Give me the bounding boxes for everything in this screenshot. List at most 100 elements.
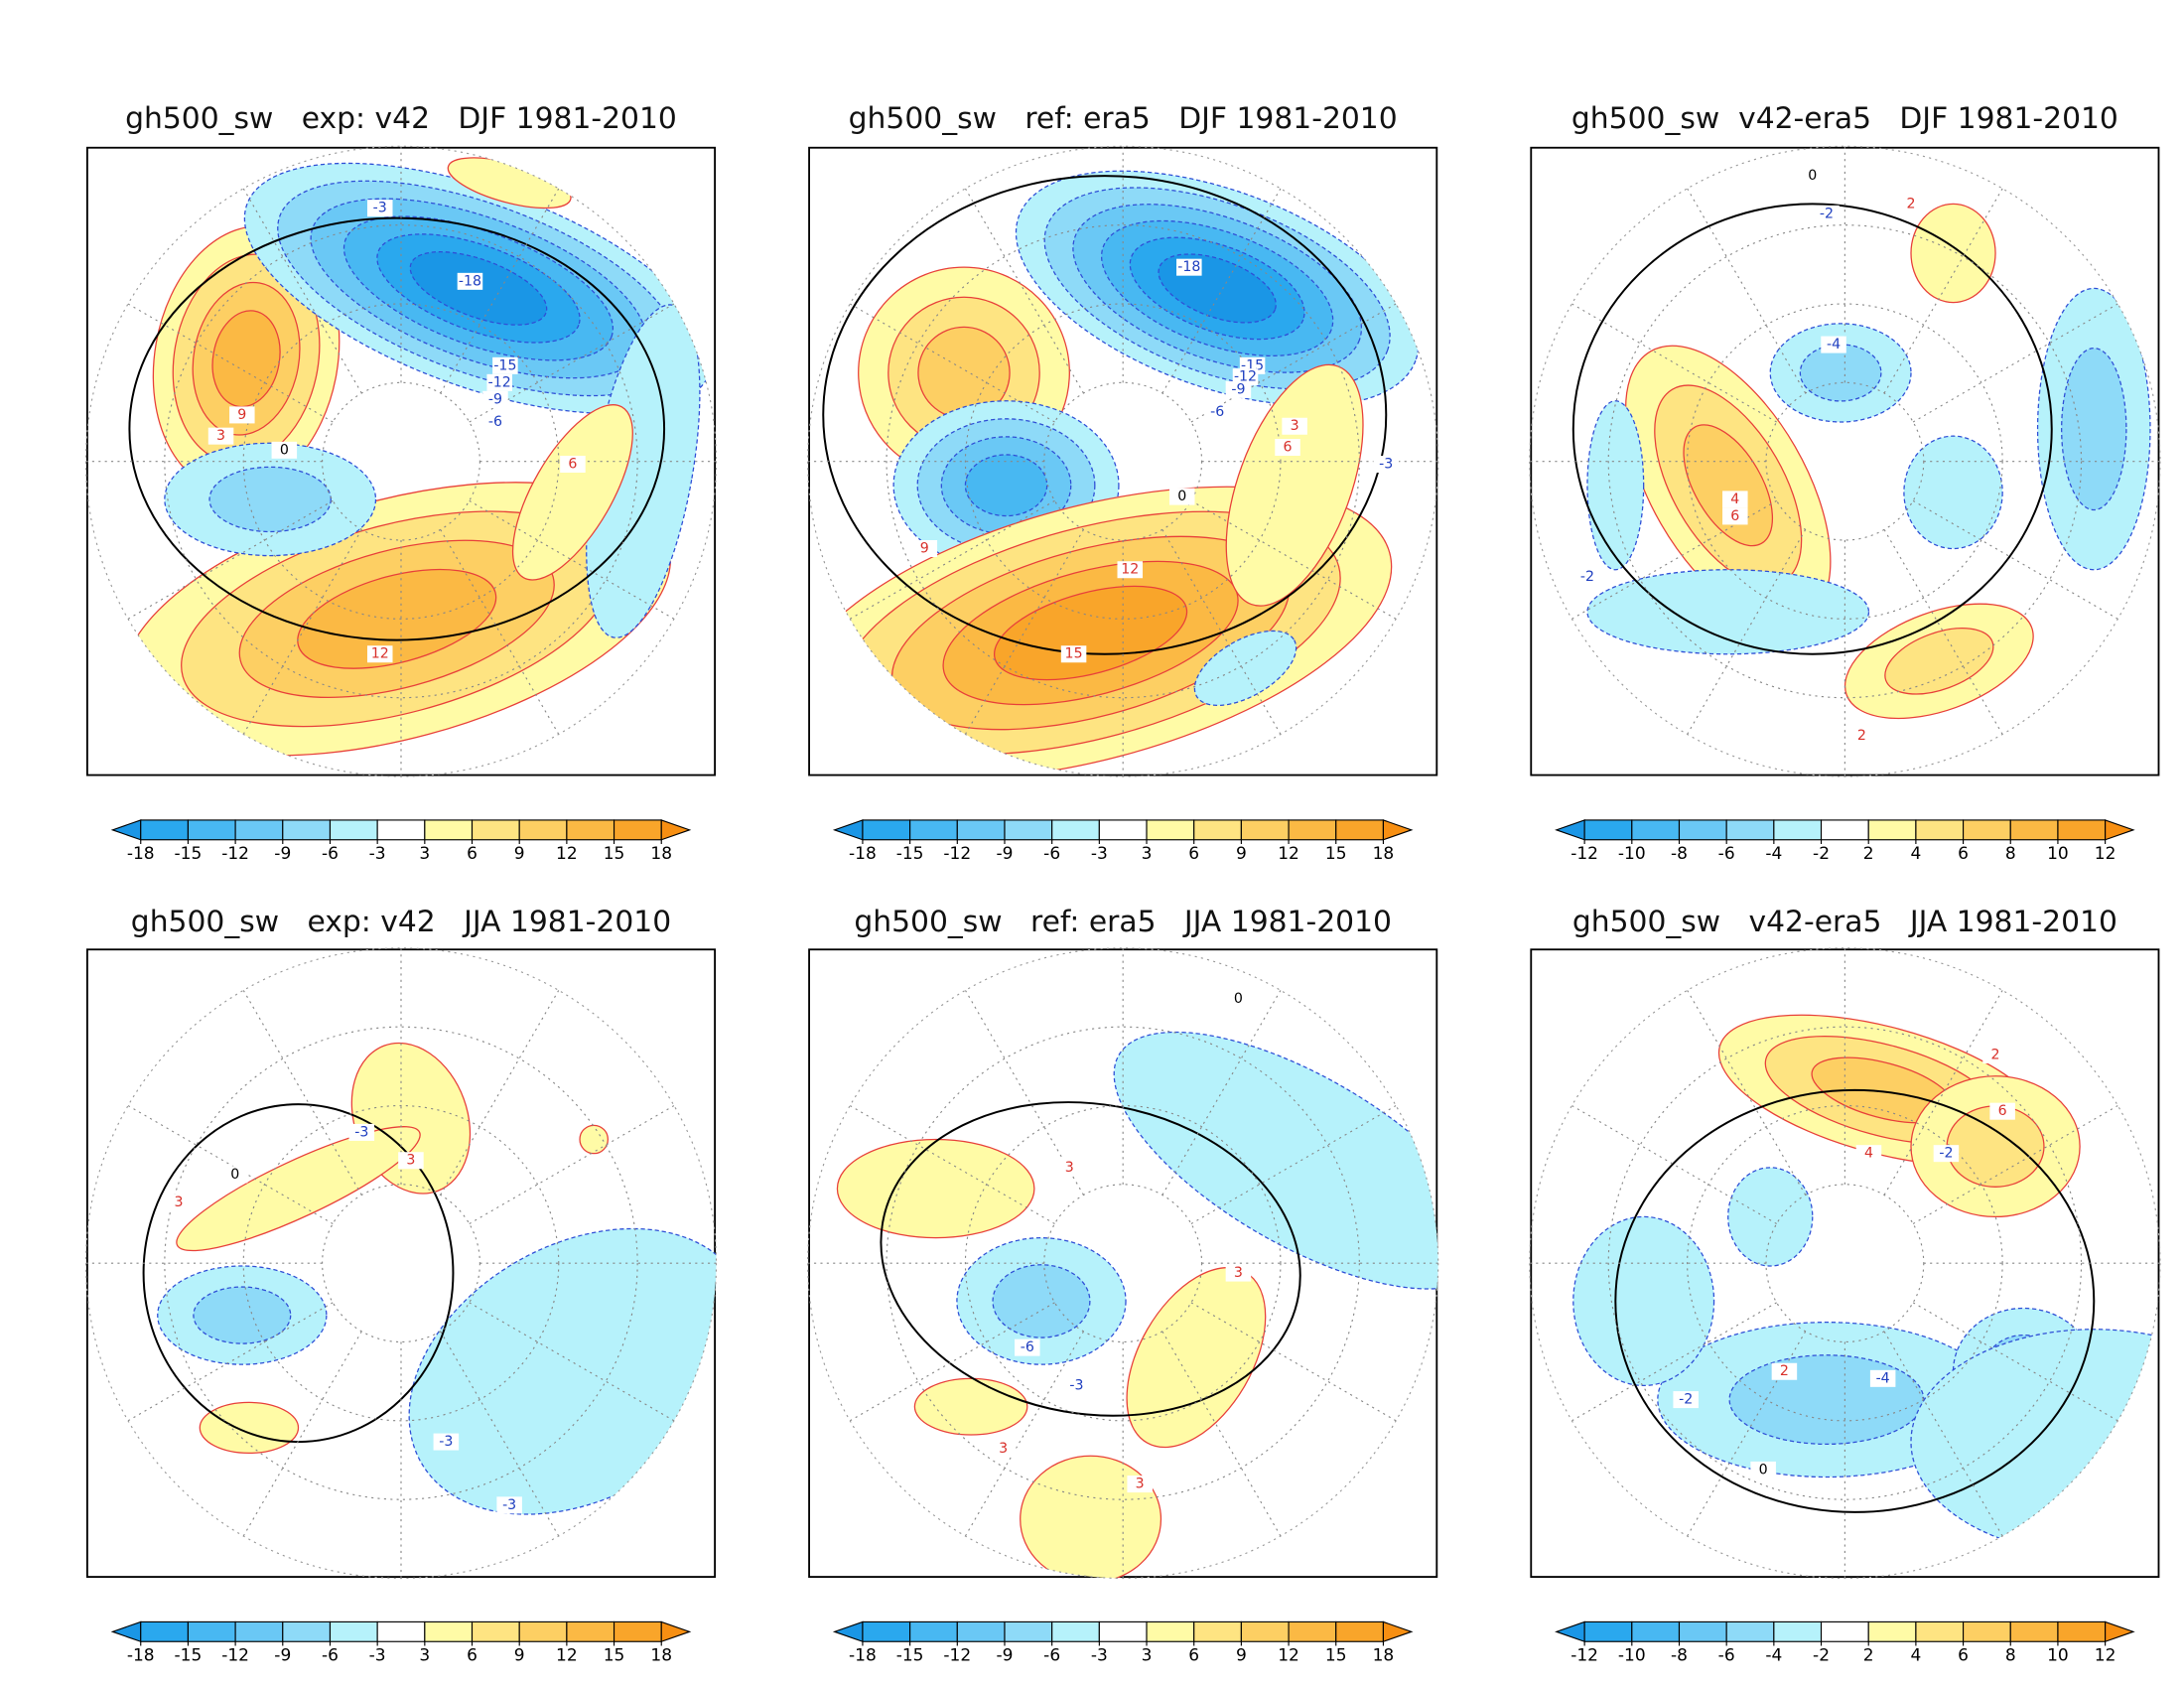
colorbar-box: [471, 1620, 520, 1642]
contour-label-bg: [221, 1166, 248, 1184]
colorbar-tick-label: -15: [175, 1645, 203, 1665]
colorbar-box: [2057, 819, 2107, 841]
colorbar-extend-low: [1555, 819, 1585, 841]
colorbar-box: [376, 819, 426, 841]
meridian-line: [440, 188, 560, 394]
colorbar-tick-label: -15: [175, 844, 203, 864]
colorbar-tick-label: 12: [2095, 844, 2116, 864]
meridian-line: [440, 529, 560, 735]
contour-label: 0: [1759, 1462, 1768, 1477]
contour-label-bg: [1225, 1264, 1252, 1282]
colorbar-box: [1820, 819, 1869, 841]
meridian-line: [440, 1331, 560, 1537]
zero-contour: [822, 175, 1388, 655]
contour-label: -12: [488, 374, 511, 390]
colorbar-tick-label: 2: [1863, 844, 1874, 864]
colorbar-box: [1288, 819, 1337, 841]
zero-contour: [880, 1101, 1301, 1417]
contour-fill: [1727, 1167, 1814, 1267]
colorbar-box: [909, 1620, 958, 1642]
colorbar-tick-label: 15: [604, 1645, 625, 1665]
contour-label-bg: [492, 356, 518, 374]
contour-label: 3: [999, 1441, 1008, 1457]
contour-fill: [1728, 1354, 1925, 1446]
map-boundary: [807, 145, 1439, 777]
colorbar-box: [282, 1620, 332, 1642]
contour-label-bg: [166, 1194, 192, 1211]
colorbar-tick-label: 12: [1278, 844, 1299, 864]
contour-label: -9: [488, 391, 502, 407]
contour-fill: [1586, 400, 1645, 571]
colorbar-box: [1915, 1620, 1965, 1642]
latitude-line: [242, 1104, 560, 1422]
contour-label-bg: [1800, 167, 1826, 185]
meridian-line: [242, 188, 362, 394]
colorbar-tick-label: -4: [1765, 1645, 1782, 1665]
colorbar-tick-label: 9: [1236, 844, 1247, 864]
meridian-line: [242, 990, 362, 1196]
colorbar-tick-label: -12: [943, 844, 971, 864]
contour-label: -4: [1827, 337, 1841, 352]
colorbar: -18 -15 -12 -9 -6 -3 3 6 9 12 15 18: [832, 1620, 1414, 1665]
contour-label: -18: [1177, 259, 1200, 275]
colorbar-tick-label: 3: [419, 1645, 430, 1665]
contour-label-bg: [1168, 488, 1195, 505]
contour-label: -2: [1580, 569, 1594, 585]
contour-label-bg: [1282, 417, 1307, 435]
map-boundary: [807, 947, 1439, 1580]
contour-label: -3: [354, 1124, 368, 1140]
meridian-line: [1571, 1105, 1777, 1224]
latitude-line: [164, 224, 638, 699]
contour-label-bg: [457, 272, 483, 290]
colorbar-tick-label: 15: [1325, 1645, 1347, 1665]
colorbar-tick-label: 10: [2047, 844, 2069, 864]
contour-label: 2: [1906, 196, 1915, 211]
contour-label-bg: [1275, 439, 1300, 456]
contour-label-bg: [1574, 568, 1600, 586]
colorbar-box: [1051, 1620, 1100, 1642]
colorbar-extend-low: [832, 819, 864, 841]
contour-fill: [176, 1126, 421, 1252]
colorbar-extend-high: [2105, 819, 2135, 841]
contour-label-bg: [911, 540, 938, 557]
colorbar-tick-label: 9: [514, 1645, 525, 1665]
contour-label: -3: [373, 201, 387, 216]
meridian-line: [1190, 1302, 1397, 1422]
meridian-line: [127, 303, 334, 423]
meridian-line: [1883, 990, 2003, 1196]
colorbar-tick-label: 6: [467, 1645, 478, 1665]
map-panel: gh500_sw exp: v42 DJF 1981-2010-18-15-12…: [84, 101, 718, 864]
field: [1529, 947, 2160, 1579]
contour-fill: [199, 1401, 300, 1455]
meridian-line: [1883, 188, 2003, 394]
contour-label-bg: [1982, 1047, 2008, 1063]
contour-label: 9: [237, 407, 246, 423]
contour-label: -6: [1021, 1339, 1034, 1355]
colorbar-box: [376, 1620, 426, 1642]
colorbar-box: [566, 1620, 615, 1642]
colorbar-tick-label: 6: [1188, 844, 1199, 864]
colorbar-tick-label: -8: [1671, 844, 1688, 864]
panel-title: gh500_sw v42-era5 DJF 1981-2010: [1571, 101, 2118, 136]
latitude-line: [242, 303, 560, 620]
contour-label-bg: [207, 427, 234, 445]
contour-label: 2: [1780, 1363, 1789, 1379]
colorbar-tick-label: -12: [221, 1645, 249, 1665]
map-boundary: [1529, 947, 2161, 1580]
latitude-line: [964, 303, 1282, 620]
colorbar-tick-label: 12: [2095, 1645, 2116, 1665]
colorbar-extend-high: [1382, 1620, 1414, 1643]
map-boundary: [84, 145, 718, 777]
colorbar-tick-label: -10: [1618, 844, 1646, 864]
colorbar-box: [613, 819, 662, 841]
contour-label: 3: [406, 1153, 415, 1169]
colorbar-box: [1098, 819, 1148, 841]
colorbar-box: [1820, 1620, 1869, 1642]
contour-fill: [2061, 347, 2127, 511]
colorbar-box: [1773, 819, 1823, 841]
colorbar-box: [2057, 1620, 2107, 1642]
colorbar-tick-label: -9: [274, 844, 291, 864]
meridian-line: [1161, 188, 1282, 394]
contour-label-bg: [1814, 205, 1840, 222]
contour-label-bg: [433, 1433, 460, 1451]
